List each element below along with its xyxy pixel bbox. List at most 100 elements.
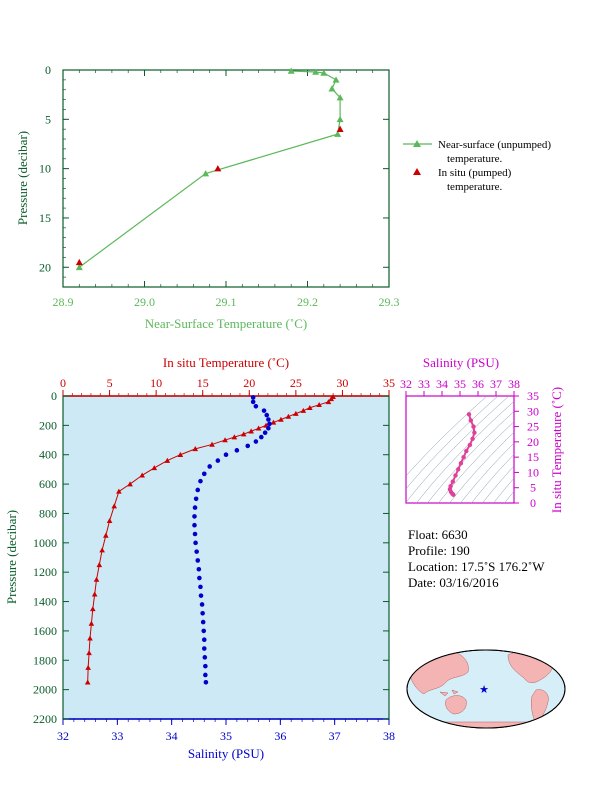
temp-tick-label: 0: [60, 376, 66, 390]
ts-y-tick-label: 0: [530, 496, 536, 510]
temperature-ticks: 0 5 10 15 20 25 30 35: [60, 376, 395, 396]
temperature-point: [231, 434, 238, 440]
ts-point: [468, 418, 473, 423]
ns-y-tick-label: 20: [39, 260, 51, 274]
salinity-point: [199, 602, 205, 607]
ts-x-tick-label: 34: [436, 377, 448, 391]
temperature-point: [85, 664, 91, 670]
ns-y-tick-label: 10: [39, 162, 51, 176]
ts-y-tick-label: 35: [527, 389, 539, 403]
density-contour: [471, 453, 514, 503]
temperature-point: [164, 457, 171, 463]
temperature-profile-series: [84, 393, 336, 685]
ts-point: [467, 442, 473, 448]
ts-point: [471, 424, 476, 429]
ts-y-tick-label: 10: [527, 465, 539, 479]
ts-y-tick-label: 20: [527, 435, 539, 449]
near-surface-y-ticks: 0 5 10 15 20: [39, 63, 389, 288]
salinity-point: [250, 399, 256, 405]
salinity-point: [198, 593, 204, 598]
temperature-point: [103, 532, 109, 538]
salinity-point: [198, 584, 203, 590]
temperature-point: [316, 402, 322, 408]
salinity-point: [192, 531, 198, 537]
ts-x-tick-label: 36: [472, 377, 484, 391]
ns-y-tick-label: 5: [45, 112, 51, 126]
ts-y-tick-label: 5: [530, 481, 536, 495]
density-contour: [482, 465, 514, 503]
temperature-point: [240, 431, 247, 437]
salinity-point: [193, 496, 199, 502]
ts-point: [466, 412, 472, 417]
near-surface-point: [312, 68, 320, 75]
ns-x-tick-label: 28.9: [53, 295, 74, 309]
temperature-point: [307, 404, 313, 410]
near-surface-point: [328, 85, 336, 92]
density-contour: [460, 442, 514, 503]
ns-y-tick-label: 15: [39, 211, 51, 225]
temp-tick-label: 35: [383, 376, 395, 390]
ns-x-tick-label: 29.0: [134, 295, 155, 309]
pressure-tick-label: 0: [51, 389, 57, 403]
density-contour: [406, 396, 510, 503]
density-contour: [449, 431, 514, 503]
location-map: ★: [406, 649, 566, 729]
temperature-point: [325, 399, 332, 405]
temperature-point: [248, 428, 254, 434]
ts-plot-frame: [405, 395, 515, 504]
temperature-point: [96, 562, 103, 568]
salinity-point: [245, 443, 251, 449]
salinity-point: [266, 417, 271, 422]
near-surface-point: [75, 263, 83, 271]
float-info: Float: 6630 Profile: 190 Location: 17.5˚…: [408, 527, 544, 591]
density-contour: [493, 477, 514, 503]
salinity-point: [259, 434, 264, 440]
sal-tick-label: 37: [329, 729, 341, 743]
salinity-point: [207, 464, 212, 469]
ts-x-tick-label: 38: [508, 377, 520, 391]
temp-tick-label: 25: [290, 376, 302, 390]
temperature-point: [328, 396, 335, 402]
salinity-ticks: 32 33 34 35 36 37 38: [57, 719, 395, 743]
temperature-point: [278, 416, 284, 422]
legend-label-insitu: In situ (pumped) temperature.: [438, 167, 514, 193]
ts-y-label: In situ Temperature (˚C): [549, 387, 564, 513]
pressure-tick-label: 1600: [33, 624, 57, 638]
sal-tick-label: 35: [220, 729, 232, 743]
ts-point: [451, 492, 456, 497]
salinity-point: [203, 672, 208, 678]
salinity-point: [202, 655, 208, 660]
near-surface-legend: Near-surface (unpumped) temperature. In …: [403, 139, 551, 193]
ts-point: [472, 430, 477, 435]
profile-date: Date: 03/16/2016: [408, 575, 499, 590]
near-surface-y-label: Pressure (decibar): [15, 131, 30, 225]
salinity-point: [201, 628, 207, 634]
salinity-point: [201, 646, 207, 651]
temperature-point: [91, 591, 98, 597]
near-surface-point: [320, 69, 328, 76]
salinity-point: [267, 421, 272, 427]
temperature-point: [139, 472, 145, 478]
ts-y-tick-label: 25: [527, 420, 539, 434]
profile-chart: 0 5 10 15 20 25 30 35 32 33 34 35 36 37 38 0 200 400 600…: [4, 355, 395, 761]
pressure-tick-label: 2200: [33, 712, 57, 726]
salinity-point: [203, 663, 208, 669]
near-surface-point: [332, 76, 340, 83]
density-contour: [504, 490, 514, 503]
density-contour: [406, 396, 499, 490]
near-surface-point: [334, 130, 342, 137]
temperature-point: [106, 517, 113, 524]
star-icon: ★: [479, 684, 489, 696]
ts-point: [458, 461, 464, 466]
salinity-point: [203, 679, 209, 685]
temp-tick-label: 10: [150, 376, 162, 390]
salinity-point: [266, 426, 271, 431]
temperature-point: [285, 413, 292, 419]
sal-tick-label: 33: [111, 729, 123, 743]
near-surface-point: [336, 115, 344, 123]
pressure-tick-label: 800: [39, 506, 57, 520]
sal-tick-label: 38: [383, 729, 395, 743]
ts-x-tick-label: 33: [418, 377, 430, 391]
